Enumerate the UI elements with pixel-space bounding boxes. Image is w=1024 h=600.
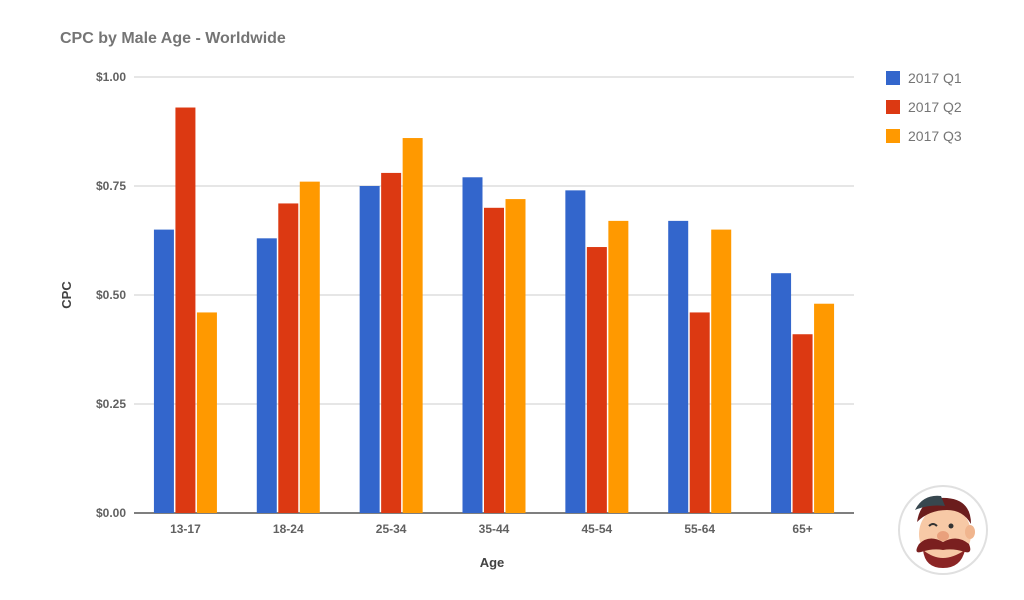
x-tick-label: 45-54 [582,522,613,536]
bars [153,107,835,514]
x-axis-ticks: 13-17 18-24 25-34 35-44 45-54 55-64 65+ [170,522,813,536]
bar-2017-q2-18-24 [278,203,299,513]
bar-2017-q2-25-34 [381,172,402,514]
x-axis-title: Age [480,555,505,570]
bar-2017-q3-55-64 [711,229,732,513]
y-tick-label: $0.75 [96,179,126,193]
bar-2017-q2-45-54 [586,247,607,514]
bar-2017-q2-13-17 [175,107,196,514]
bar-2017-q1-45-54 [565,190,586,514]
chart-title: CPC by Male Age - Worldwide [60,30,286,47]
x-tick-label: 13-17 [170,522,201,536]
bar-2017-q1-18-24 [256,238,277,513]
legend-label: 2017 Q1 [908,70,962,86]
x-tick-label: 25-34 [376,522,407,536]
bar-2017-q3-45-54 [608,220,629,513]
mustache-mascot-icon [898,485,988,575]
bar-2017-q2-35-44 [484,207,504,514]
y-tick-label: $0.25 [96,397,126,411]
x-tick-label: 35-44 [479,522,510,536]
y-tick-label: $0.50 [96,288,126,302]
y-axis-title: CPC [59,281,74,309]
legend-label: 2017 Q3 [908,128,962,144]
legend: 2017 Q1 2017 Q2 2017 Q3 [886,70,962,144]
bar-2017-q1-13-17 [153,229,174,513]
bar-2017-q3-35-44 [505,199,526,513]
bar-2017-q2-55-64 [689,312,710,513]
bar-2017-q1-25-34 [359,186,380,513]
y-axis-ticks: $0.00 $0.25 $0.50 $0.75 $1.00 [96,70,126,520]
bar-2017-q3-25-34 [402,138,423,514]
x-tick-label: 55-64 [684,522,715,536]
bar-2017-q3-13-17 [196,312,217,513]
x-tick-label: 65+ [792,522,812,536]
bar-2017-q3-18-24 [299,181,320,513]
legend-swatch [886,71,900,85]
bar-2017-q1-65+ [771,273,792,513]
x-tick-label: 18-24 [273,522,304,536]
bar-2017-q3-65+ [814,303,835,513]
legend-swatch [886,100,900,114]
y-tick-label: $1.00 [96,70,126,84]
legend-label: 2017 Q2 [908,99,962,115]
bar-2017-q1-35-44 [462,177,483,513]
y-tick-label: $0.00 [96,506,126,520]
legend-swatch [886,129,900,143]
bar-2017-q1-55-64 [668,220,689,513]
bar-2017-q2-65+ [792,334,813,513]
